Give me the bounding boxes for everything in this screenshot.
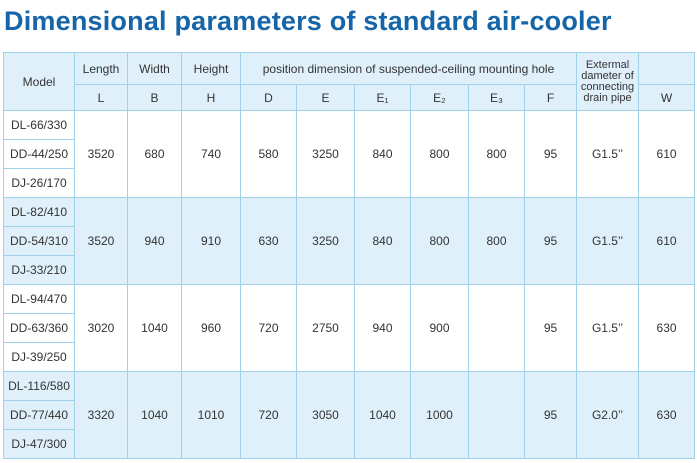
header-cell: H [181,84,241,111]
table-row: DL-82/410 3520 940 910 630 3250 840 800 800 95 G1.… [3,197,696,285]
value-cell: 3320 [74,371,128,459]
value-cell [468,371,525,459]
value-cell: 910 [181,197,241,285]
header-cell: position dimension of suspended-ceiling … [239,52,578,85]
header-cell: Height [181,52,241,85]
value-cell: G1.5’’ [576,284,640,372]
value-cell: 900 [410,284,469,372]
header-cell: W [638,84,696,111]
table-row: DL-94/470 3020 1040 960 720 2750 940 900 95 G1.5’… [3,284,696,372]
model-cell: DL-116/580 [3,371,75,401]
header-cell: D [240,84,297,111]
value-cell: 1010 [181,371,241,459]
model-cell: DD-44/250 [3,139,75,169]
table-row: DJ-33/210 [3,255,695,285]
header-cell: E [296,84,355,111]
model-cell: DJ-26/170 [3,168,75,198]
value-cell: G1.5’’ [576,110,640,198]
value-cell: 800 [410,197,469,285]
table-row: DD-77/440 [3,400,695,430]
model-cell: DD-54/310 [3,226,75,256]
value-cell: 940 [354,284,411,372]
header-cell: E₁ [354,84,411,111]
value-cell: 1040 [354,371,411,459]
value-cell: 610 [638,197,696,285]
value-cell: 630 [638,371,696,459]
table-row: DD-44/250 [3,139,695,169]
value-cell: G2.0’’ [576,371,640,459]
header-cell [638,52,696,85]
model-cell: DJ-39/250 [3,342,75,372]
table-row: DJ-47/300 [3,429,695,459]
header-cell: Width [127,52,182,85]
value-cell: 95 [523,371,578,459]
model-cell: DL-66/330 [3,110,75,140]
value-cell: 580 [240,110,297,198]
value-cell: 3250 [296,197,355,285]
table-row: DD-54/310 [3,226,695,256]
title: Dimensional parameters of standard air-c… [4,6,612,36]
value-cell: 95 [523,197,578,285]
value-cell: 3520 [74,110,128,198]
header-cell: Extermal dameter of connecting drain pip… [576,52,640,111]
model-cell: DD-63/360 [3,313,75,343]
value-cell: 740 [181,110,241,198]
spec-table: Model Length Width Height position dimen… [3,52,696,459]
value-cell: G1.5’’ [576,197,640,285]
value-cell: 960 [181,284,241,372]
value-cell: 610 [638,110,696,198]
value-cell [468,284,525,372]
model-cell: DJ-33/210 [3,255,75,285]
table-row: DJ-26/170 [3,168,695,198]
value-cell: 3520 [74,197,128,285]
value-cell: 3050 [296,371,355,459]
table-row: DL-116/580 3320 1040 1010 720 3050 1040 1000 95 G… [3,371,696,459]
header-cell: Model [3,52,75,111]
value-cell: 800 [468,197,525,285]
table-row: DL-66/330 3520 680 740 580 3250 840 800 800 95 G1.… [3,110,696,198]
value-cell: 840 [354,197,411,285]
table-row: DJ-39/250 [3,342,695,372]
value-cell: 720 [240,284,297,372]
header-cell: Length [74,52,128,85]
value-cell: 95 [523,110,578,198]
value-cell: 3250 [296,110,355,198]
value-cell: 1040 [127,284,182,372]
table-row: DD-63/360 [3,313,695,343]
value-cell: 1000 [410,371,469,459]
header-cell: L [74,84,128,111]
model-cell: DL-94/470 [3,284,75,314]
value-cell: 800 [468,110,525,198]
value-cell: 3020 [74,284,128,372]
value-cell: 1040 [127,371,182,459]
model-cell: DJ-47/300 [3,429,75,459]
value-cell: 940 [127,197,182,285]
model-cell: DL-82/410 [3,197,75,227]
model-cell: DD-77/440 [3,400,75,430]
value-cell: 840 [354,110,411,198]
header-cell: E₂ [410,84,469,111]
value-cell: 800 [410,110,469,198]
value-cell: 630 [240,197,297,285]
value-cell: 2750 [296,284,355,372]
value-cell: 680 [127,110,182,198]
value-cell: 630 [638,284,696,372]
header-cell: B [127,84,182,111]
header-cell: F [523,84,578,111]
value-cell: 720 [240,371,297,459]
value-cell: 95 [523,284,578,372]
header-cell: E₃ [468,84,525,111]
